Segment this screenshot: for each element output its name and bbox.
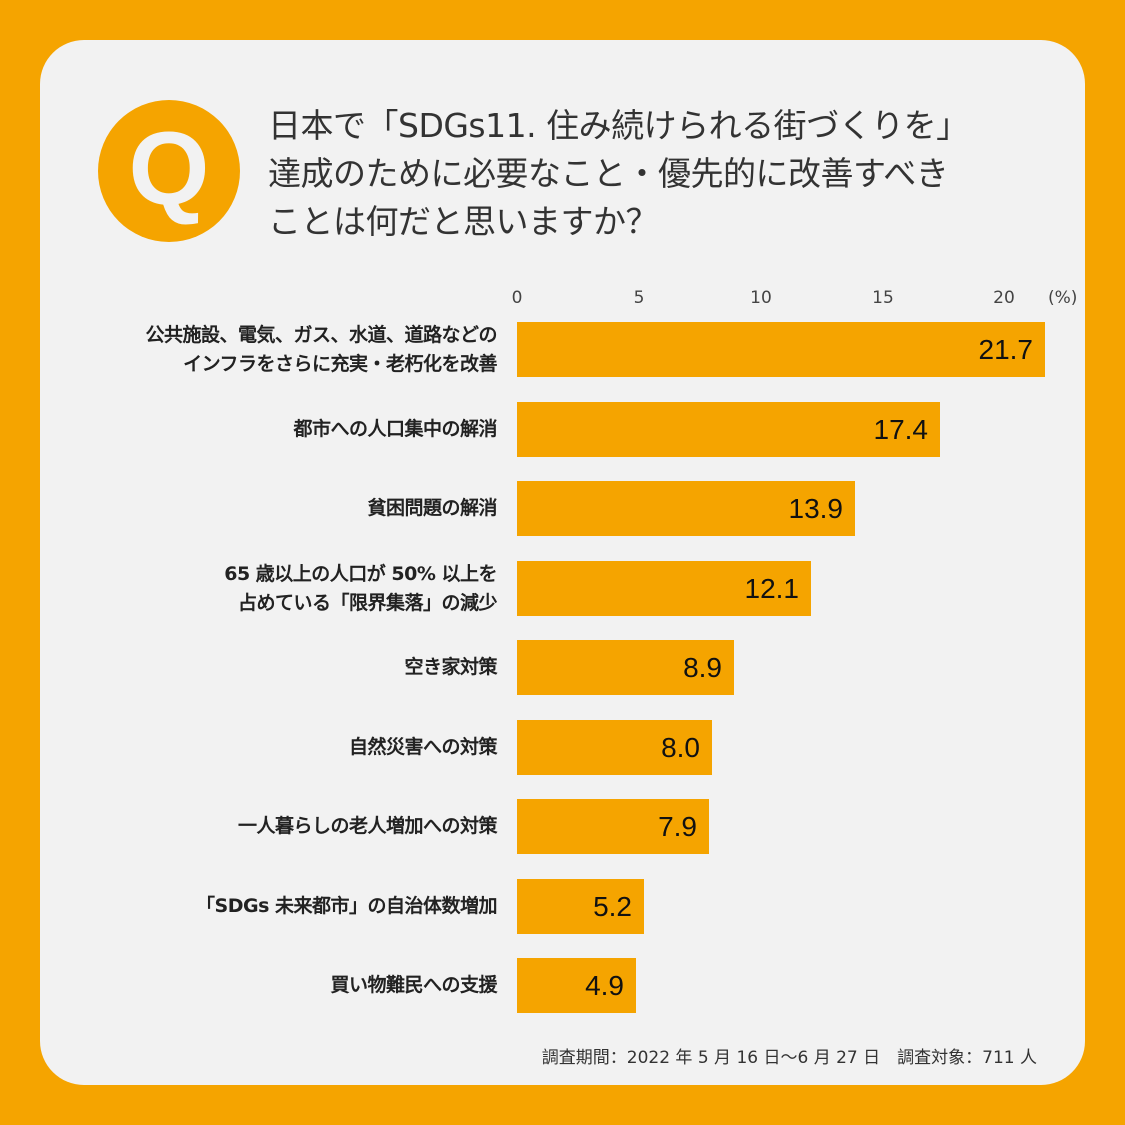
bar-label-line: 空き家対策 [404, 656, 497, 678]
bar-label-line: 都市への人口集中の解消 [293, 418, 497, 440]
bar-label: 貧困問題の解消 [367, 481, 497, 536]
bar-label-line: インフラをさらに充実・老朽化を改善 [183, 352, 497, 375]
bar-label: 自然災害への対策 [348, 720, 498, 775]
bar-label-line: 「SDGs 未来都市」の自治体数増加 [196, 895, 497, 917]
bar-label: 空き家対策 [404, 640, 497, 695]
bar-value: 4.9 [585, 969, 624, 1001]
bar-label: 公共施設、電気、ガス、水道、道路などの インフラをさらに充実・老朽化を改善 [145, 322, 497, 377]
bar-value: 8.0 [661, 731, 700, 763]
bar-label-line: 買い物難民への支援 [330, 974, 497, 996]
bar: 8.9 [517, 640, 734, 695]
bar-value: 12.1 [744, 572, 800, 604]
bar-label-line: 公共施設、電気、ガス、水道、道路などの [145, 323, 497, 346]
bar: 4.9 [517, 958, 636, 1013]
bar-label-line: 65 歳以上の人口が 50% 以上を [224, 562, 497, 585]
x-axis-unit: (%) [1048, 288, 1078, 308]
bar-label-line: 貧困問題の解消 [367, 497, 497, 519]
bar-label-line: 自然災害への対策 [348, 736, 498, 758]
x-tick-0: 0 [511, 288, 523, 308]
bar-row: 一人暮らしの老人増加への対策 7.9 [40, 799, 1085, 854]
bar-row: 「SDGs 未来都市」の自治体数増加 5.2 [40, 879, 1085, 934]
bar-label: 都市への人口集中の解消 [293, 402, 497, 457]
x-tick-15: 15 [872, 288, 894, 308]
question-badge: Q [98, 100, 240, 242]
bar-row: 65 歳以上の人口が 50% 以上を 占めている「限界集落」の減少 12.1 [40, 561, 1085, 616]
bar-value: 17.4 [873, 413, 929, 445]
bar-value: 13.9 [788, 492, 844, 524]
bar-value: 5.2 [593, 890, 632, 922]
bar-label: 「SDGs 未来都市」の自治体数増加 [196, 879, 497, 934]
bar-row: 自然災害への対策 8.0 [40, 720, 1085, 775]
bar-label: 買い物難民への支援 [330, 958, 497, 1013]
x-tick-20: 20 [993, 288, 1015, 308]
bar-value: 8.9 [683, 651, 722, 683]
bar: 17.4 [517, 402, 940, 457]
bar: 21.7 [517, 322, 1045, 377]
bar: 5.2 [517, 879, 644, 934]
survey-footnote: 調査期間：2022 年 5 月 16 日〜6 月 27 日 調査対象：711 人 [541, 1048, 1037, 1068]
q-letter: Q [128, 111, 210, 227]
bar-row: 空き家対策 8.9 [40, 640, 1085, 695]
bar: 8.0 [517, 720, 712, 775]
bar: 13.9 [517, 481, 855, 536]
chart-card: Q 日本で「SDGs11. 住み続けられる街づくりを」 達成のために必要なこと・… [40, 40, 1085, 1085]
bar-label: 一人暮らしの老人増加への対策 [237, 799, 498, 854]
bar-label-line: 一人暮らしの老人増加への対策 [237, 815, 498, 837]
chart-title: 日本で「SDGs11. 住み続けられる街づくりを」 達成のために必要なこと・優先… [268, 102, 1068, 246]
title-line-1: 日本で「SDGs11. 住み続けられる街づくりを」 [268, 106, 969, 145]
bar-row: 貧困問題の解消 13.9 [40, 481, 1085, 536]
bar-label-line: 占めている「限界集落」の減少 [237, 591, 498, 614]
bar-row: 買い物難民への支援 4.9 [40, 958, 1085, 1013]
bar: 7.9 [517, 799, 709, 854]
title-line-3: ことは何だと思いますか？ [268, 202, 659, 241]
bar-value: 21.7 [978, 333, 1034, 365]
title-line-2: 達成のために必要なこと・優先的に改善すべき [268, 154, 949, 193]
bar: 12.1 [517, 561, 811, 616]
bar-row: 公共施設、電気、ガス、水道、道路などの インフラをさらに充実・老朽化を改善 21… [40, 322, 1085, 377]
x-tick-5: 5 [633, 288, 645, 308]
bar-row: 都市への人口集中の解消 17.4 [40, 402, 1085, 457]
bar-value: 7.9 [658, 810, 697, 842]
x-tick-10: 10 [750, 288, 772, 308]
x-axis: 0 5 10 15 20 (%) [40, 288, 1085, 312]
bar-label: 65 歳以上の人口が 50% 以上を 占めている「限界集落」の減少 [224, 561, 497, 616]
